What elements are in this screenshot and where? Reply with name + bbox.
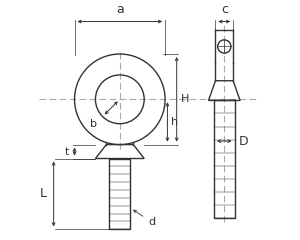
Text: h: h [171, 117, 178, 127]
Text: b: b [90, 119, 97, 129]
Text: c: c [221, 3, 228, 16]
Text: H: H [181, 94, 189, 104]
Text: t: t [64, 147, 69, 156]
Text: d: d [134, 210, 155, 227]
Bar [214, 101, 235, 218]
Text: a: a [116, 3, 124, 16]
Bar [109, 158, 130, 229]
Text: L: L [40, 187, 47, 200]
Text: D: D [239, 135, 248, 148]
